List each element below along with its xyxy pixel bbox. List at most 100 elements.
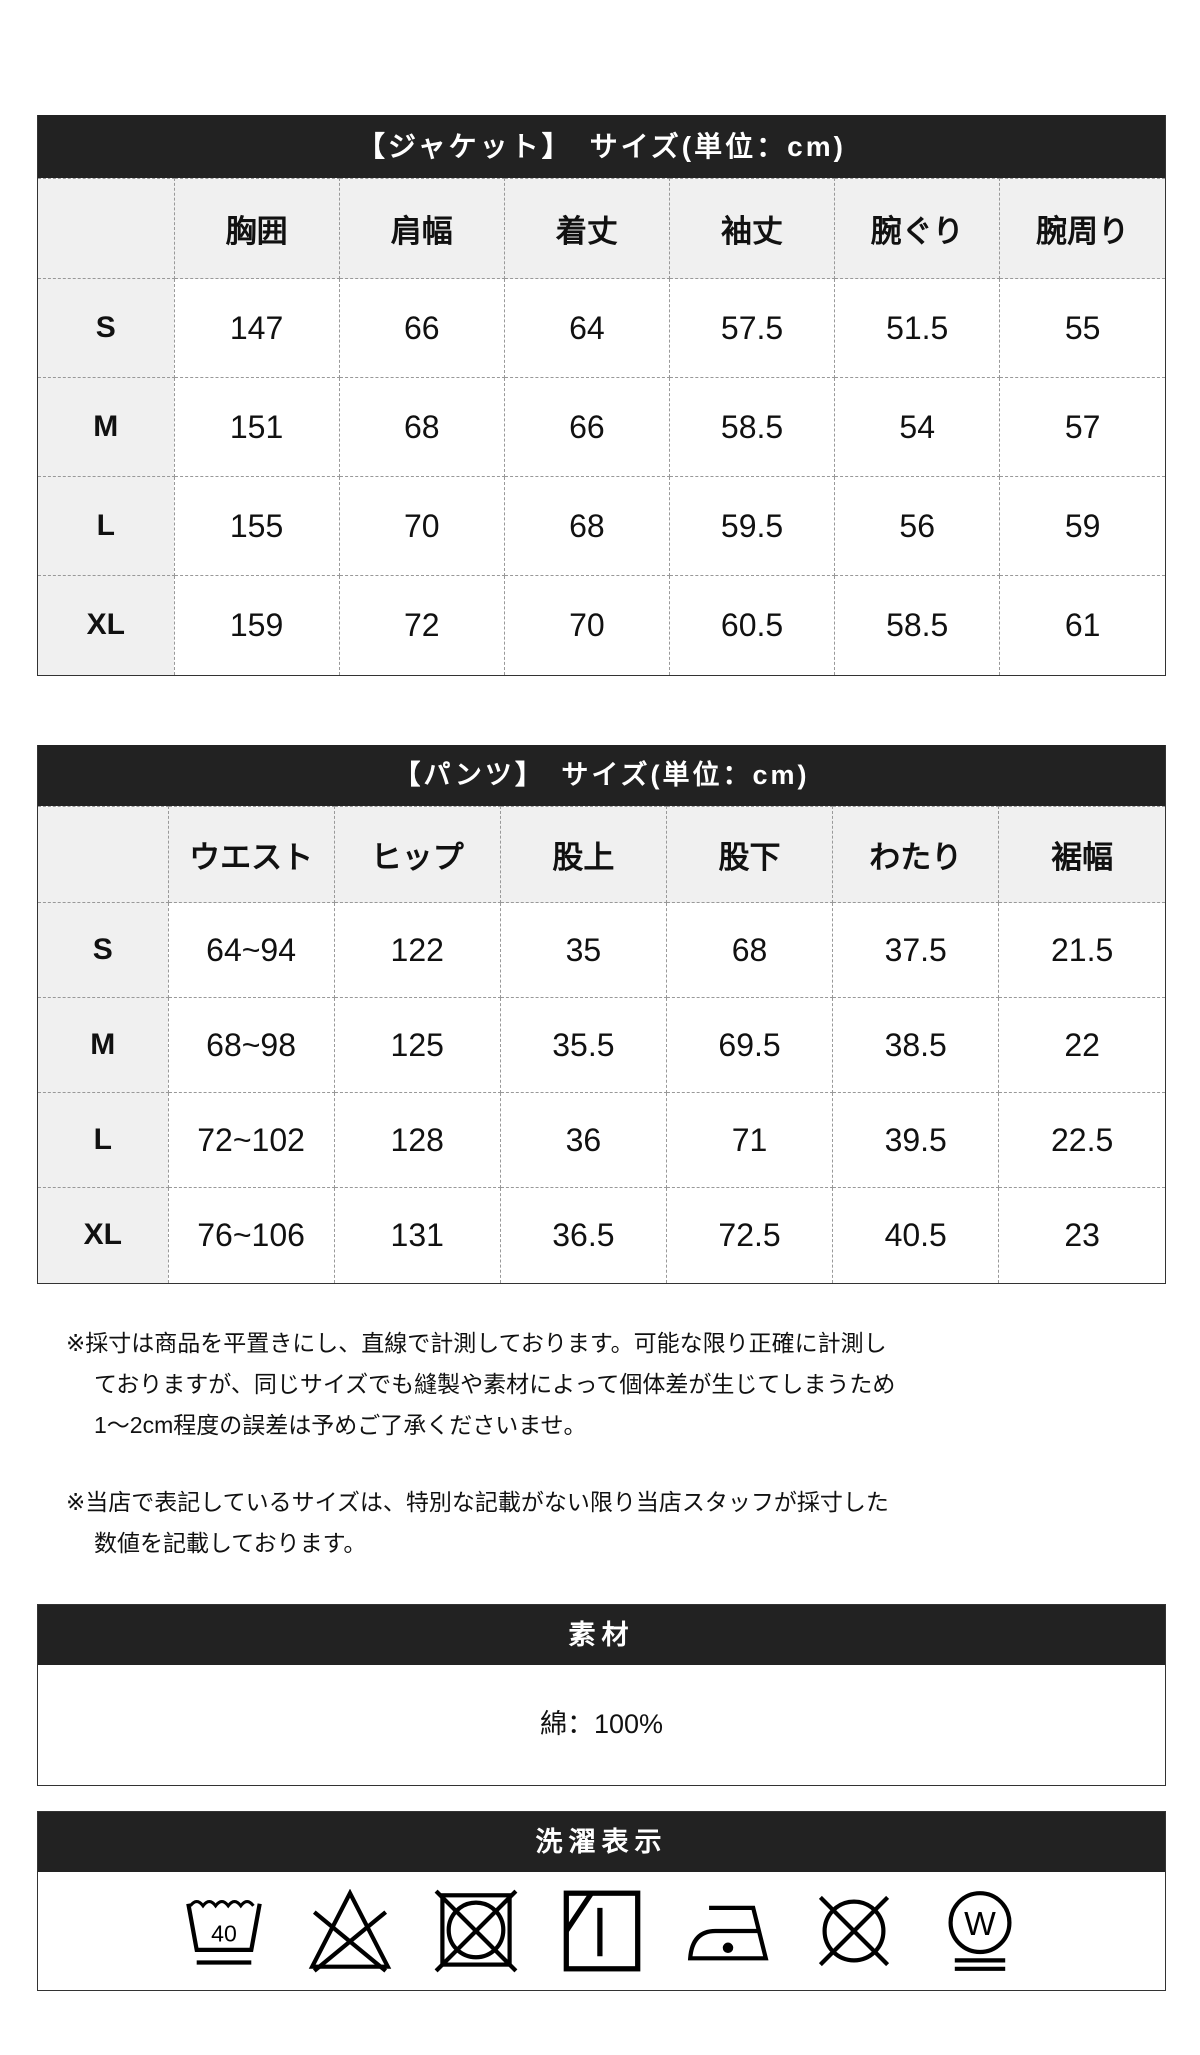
header-row: ウエスト ヒップ 股上 股下 わたり 裾幅 [38, 806, 1165, 903]
note-line: ておりますが、同じサイズでも縫製や素材によって個体差が生じてしまうため [94, 1371, 896, 1397]
note-line: 1〜2cm程度の誤差は予めご了承くださいませ。 [94, 1412, 587, 1438]
table-cell: 68~98 [167, 997, 335, 1093]
table-cell: 72 [338, 575, 505, 675]
table-cell: 60.5 [668, 575, 836, 675]
svg-text:40: 40 [211, 1921, 237, 1947]
column-header: 腕ぐり [834, 178, 1001, 279]
table-cell: 38.5 [832, 997, 1000, 1093]
pants-table-title: 【パンツ】 サイズ(単位：cm) [38, 745, 1165, 806]
table-cell: 36.5 [499, 1187, 667, 1283]
table-cell: 72~102 [167, 1092, 335, 1188]
table-cell: 22 [998, 997, 1165, 1093]
table-cell: 35.5 [499, 997, 667, 1093]
column-header: 肩幅 [338, 178, 505, 279]
size-label: S [38, 278, 175, 378]
material-box: 素材 綿：100% [37, 1604, 1166, 1786]
note-line: ※当店で表記しているサイズは、特別な記載がない限り当店スタッフが採寸した [66, 1489, 889, 1515]
table-cell: 131 [333, 1187, 501, 1283]
table-cell: 23 [998, 1187, 1165, 1283]
table-cell: 128 [333, 1092, 501, 1188]
size-label: S [38, 902, 169, 998]
table-cell: 72.5 [665, 1187, 834, 1283]
column-header [38, 178, 175, 279]
size-label: XL [38, 575, 175, 675]
table-cell: 69.5 [665, 997, 834, 1093]
table-cell: 64~94 [167, 902, 335, 998]
table-cell: 22.5 [998, 1092, 1165, 1188]
header-row: 胸囲 肩幅 着丈 袖丈 腕ぐり 腕周り [38, 178, 1165, 279]
table-cell: 68 [503, 476, 670, 576]
table-cell: 37.5 [832, 902, 1000, 998]
table-cell: 64 [503, 278, 670, 378]
table-cell: 70 [338, 476, 505, 576]
size-label: L [38, 1092, 169, 1188]
size-note: ※当店で表記しているサイズは、特別な記載がない限り当店スタッフが採寸した 数値を… [66, 1482, 889, 1564]
no-tumble-dry-icon [434, 1889, 517, 1973]
column-header: 袖丈 [668, 178, 836, 279]
table-cell: 39.5 [832, 1092, 1000, 1188]
jacket-table-title: 【ジャケット】 サイズ(単位：cm) [38, 115, 1165, 178]
jacket-size-table: 【ジャケット】 サイズ(単位：cm) 胸囲 肩幅 着丈 袖丈 腕ぐり 腕周り S 147 66 6… [37, 115, 1166, 676]
table-cell: 57 [999, 377, 1165, 477]
column-header [38, 806, 169, 903]
table-cell: 147 [173, 278, 340, 378]
table-row: XL 159 72 70 60.5 58.5 61 [38, 575, 1165, 675]
svg-text:W: W [964, 1906, 996, 1943]
care-icons: 40 W [38, 1872, 1165, 1990]
line-dry-shade-icon [563, 1890, 640, 1972]
table-cell: 55 [999, 278, 1165, 378]
note-line: ※採寸は商品を平置きにし、直線で計測しております。可能な限り正確に計測し [66, 1330, 887, 1356]
pants-size-table: 【パンツ】 サイズ(単位：cm) ウエスト ヒップ 股上 股下 わたり 裾幅 S 64~94 1… [37, 745, 1166, 1284]
column-header: わたり [832, 806, 1000, 903]
table-cell: 40.5 [832, 1187, 1000, 1283]
measurement-note: ※採寸は商品を平置きにし、直線で計測しております。可能な限り正確に計測し ており… [66, 1323, 895, 1446]
table-row: M 68~98 125 35.5 69.5 38.5 22 [38, 997, 1165, 1093]
care-title: 洗濯表示 [38, 1812, 1165, 1872]
table-row: L 155 70 68 59.5 56 59 [38, 476, 1165, 576]
material-title: 素材 [38, 1605, 1165, 1665]
column-header: 股下 [665, 806, 834, 903]
table-cell: 151 [173, 377, 340, 477]
no-dry-clean-icon [818, 1895, 889, 1967]
table-row: L 72~102 128 36 71 39.5 22.5 [38, 1092, 1165, 1188]
table-cell: 76~106 [167, 1187, 335, 1283]
table-cell: 58.5 [834, 575, 1001, 675]
table-cell: 122 [333, 902, 501, 998]
table-cell: 51.5 [834, 278, 1001, 378]
wash-40-icon: 40 [185, 1900, 262, 1965]
size-label: XL [38, 1187, 169, 1283]
table-cell: 66 [338, 278, 505, 378]
table-row: S 147 66 64 57.5 51.5 55 [38, 278, 1165, 378]
table-row: S 64~94 122 35 68 37.5 21.5 [38, 902, 1165, 998]
column-header: 股上 [499, 806, 667, 903]
size-label: M [38, 377, 175, 477]
no-bleach-icon [308, 1889, 391, 1973]
table-cell: 61 [999, 575, 1165, 675]
column-header: 胸囲 [173, 178, 340, 279]
table-cell: 35 [499, 902, 667, 998]
table-cell: 159 [173, 575, 340, 675]
table-cell: 58.5 [668, 377, 836, 477]
column-header: 裾幅 [998, 806, 1165, 903]
table-row: XL 76~106 131 36.5 72.5 40.5 23 [38, 1187, 1165, 1283]
table-cell: 66 [503, 377, 670, 477]
column-header: ウエスト [167, 806, 335, 903]
column-header: 腕周り [999, 178, 1165, 279]
note-line: 数値を記載しております。 [94, 1530, 367, 1556]
table-cell: 21.5 [998, 902, 1165, 998]
material-value: 綿：100% [539, 1709, 664, 1739]
table-cell: 125 [333, 997, 501, 1093]
table-cell: 54 [834, 377, 1001, 477]
table-cell: 59 [999, 476, 1165, 576]
table-cell: 57.5 [668, 278, 836, 378]
table-cell: 155 [173, 476, 340, 576]
size-label: L [38, 476, 175, 576]
column-header: 着丈 [503, 178, 670, 279]
table-cell: 70 [503, 575, 670, 675]
wet-clean-icon: W [948, 1891, 1011, 1971]
table-row: M 151 68 66 58.5 54 57 [38, 377, 1165, 477]
size-label: M [38, 997, 169, 1093]
table-cell: 68 [338, 377, 505, 477]
table-cell: 68 [665, 902, 834, 998]
table-cell: 59.5 [668, 476, 836, 576]
